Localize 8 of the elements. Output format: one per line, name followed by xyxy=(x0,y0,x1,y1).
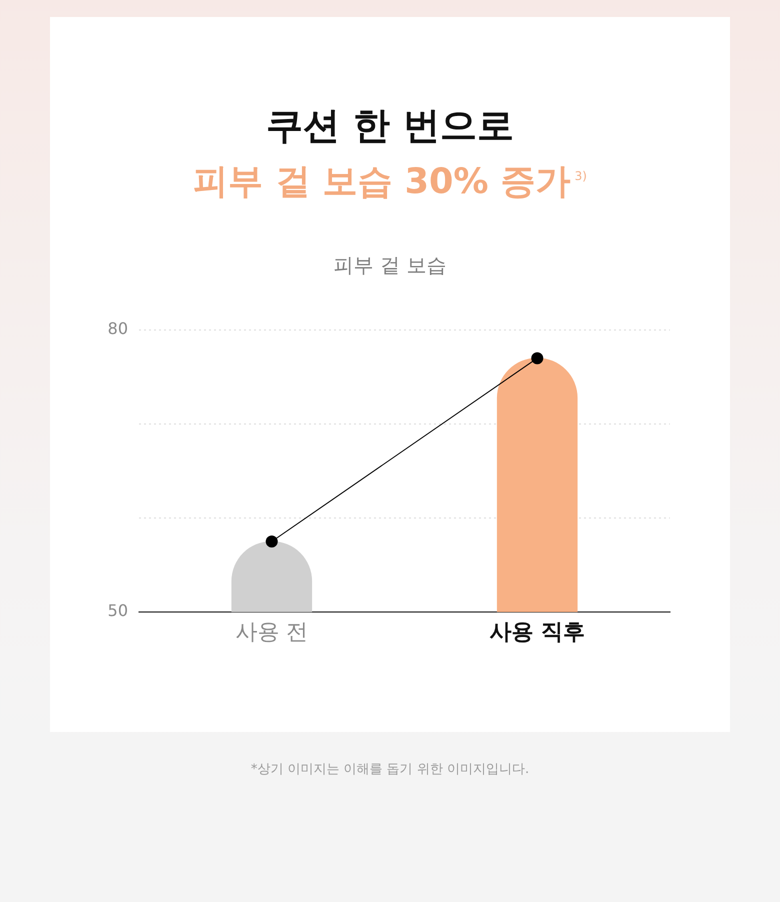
chart-title: 쿠션 한 번으로 xyxy=(265,103,515,149)
x-tick-label: 사용 직후 xyxy=(489,620,586,645)
text: *상기 이미지는 이해를 돕기 위한 이미지입니다. xyxy=(250,761,530,779)
chart-subtitle: 피부 겉 보습 30% 증가$^{3)}$ xyxy=(192,161,588,204)
y-tick-label: 80 xyxy=(108,319,128,338)
y-axis-title: 피부 겉 보습 xyxy=(332,252,448,279)
y-tick-label: 50 xyxy=(108,601,128,620)
x-tick-label: 사용 전 xyxy=(235,620,308,645)
